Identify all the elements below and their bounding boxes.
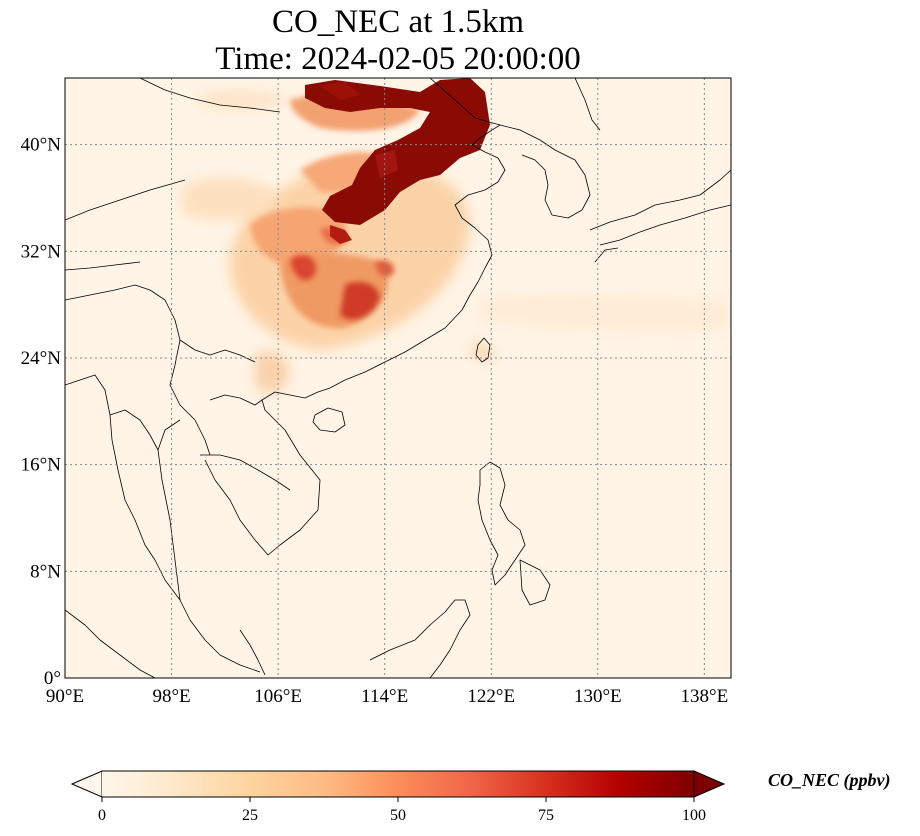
y-tick-label: 0° xyxy=(44,668,61,689)
y-tick-label: 16°N xyxy=(21,455,62,476)
x-tick-label: 114°E xyxy=(361,686,408,707)
coastlines-and-borders xyxy=(65,78,731,678)
x-tick-label: 106°E xyxy=(254,686,302,707)
colorbar-label: CO_NEC (ppbv) xyxy=(768,770,891,790)
x-tick-label: 90°E xyxy=(46,686,84,707)
colorbar-extend-max xyxy=(693,770,726,798)
map-gridlines xyxy=(65,78,731,678)
x-axis-tick-labels: 90°E 98°E 106°E 114°E 122°E 130°E 138°E xyxy=(46,686,728,707)
colorbar-extend-min xyxy=(70,770,103,798)
x-tick-label: 98°E xyxy=(152,686,190,707)
colorbar-tick-label: 0 xyxy=(98,807,106,824)
map-frame xyxy=(64,77,732,679)
y-tick-label: 40°N xyxy=(21,135,62,156)
y-tick-label: 24°N xyxy=(21,348,62,369)
colorbar-tick-label: 75 xyxy=(538,807,554,824)
map-subtitle-time: Time: 2024-02-05 20:00:00 xyxy=(215,41,581,77)
colorbar: 0 25 50 75 100 xyxy=(70,770,726,824)
y-axis-tick-labels: 0° 8°N 16°N 24°N 32°N 40°N xyxy=(21,135,62,689)
map-title: CO_NEC at 1.5km xyxy=(271,4,525,40)
co-concentration-field xyxy=(180,78,731,394)
colorbar-tick-label: 25 xyxy=(242,807,258,824)
colorbar-gradient xyxy=(102,771,694,797)
x-tick-label: 122°E xyxy=(467,686,515,707)
x-tick-label: 138°E xyxy=(681,686,729,707)
y-tick-label: 8°N xyxy=(30,561,61,582)
y-tick-label: 32°N xyxy=(21,241,62,262)
colorbar-tick-label: 50 xyxy=(390,807,406,824)
colorbar-tick-label: 100 xyxy=(682,807,706,824)
x-tick-label: 130°E xyxy=(574,686,622,707)
